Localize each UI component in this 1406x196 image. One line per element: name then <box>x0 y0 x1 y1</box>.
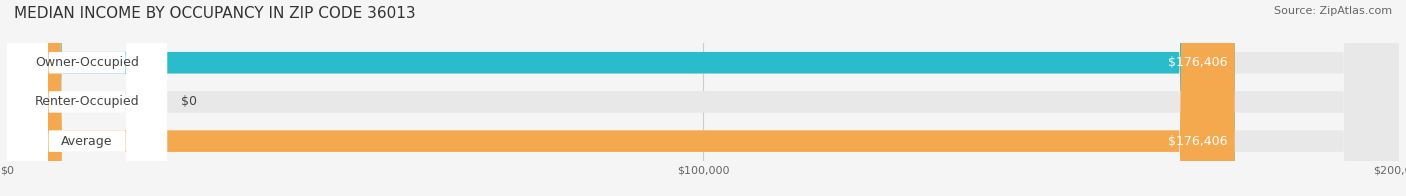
FancyBboxPatch shape <box>3 0 28 196</box>
Text: MEDIAN INCOME BY OCCUPANCY IN ZIP CODE 36013: MEDIAN INCOME BY OCCUPANCY IN ZIP CODE 3… <box>14 6 416 21</box>
Text: $176,406: $176,406 <box>1168 56 1227 69</box>
FancyBboxPatch shape <box>7 0 167 196</box>
FancyBboxPatch shape <box>7 0 1234 196</box>
Text: $176,406: $176,406 <box>1168 135 1227 148</box>
FancyBboxPatch shape <box>7 0 1399 196</box>
Text: Renter-Occupied: Renter-Occupied <box>35 95 139 108</box>
FancyBboxPatch shape <box>7 0 1399 196</box>
Text: Average: Average <box>62 135 112 148</box>
FancyBboxPatch shape <box>7 0 1399 196</box>
FancyBboxPatch shape <box>7 0 1234 196</box>
Text: $0: $0 <box>181 95 197 108</box>
Text: Owner-Occupied: Owner-Occupied <box>35 56 139 69</box>
FancyBboxPatch shape <box>7 0 167 196</box>
Text: Source: ZipAtlas.com: Source: ZipAtlas.com <box>1274 6 1392 16</box>
FancyBboxPatch shape <box>7 0 167 196</box>
